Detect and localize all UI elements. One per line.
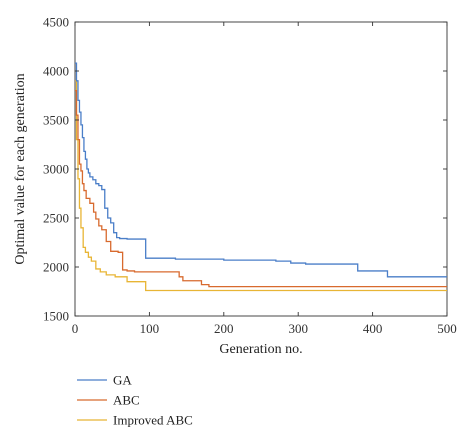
x-tick-label: 400 (363, 321, 383, 336)
plot-area (74, 21, 448, 317)
y-tick-label: 3500 (43, 113, 69, 128)
x-tick-label: 300 (288, 321, 308, 336)
series-line-improved-abc (75, 80, 447, 292)
x-tick-label: 100 (140, 321, 160, 336)
axis-labels: Generation no. Optimal value for each ge… (13, 73, 303, 357)
x-tick-label: 200 (214, 321, 234, 336)
y-tick-label: 1500 (43, 309, 69, 324)
plot-border (74, 21, 448, 317)
y-tick-label: 4500 (43, 15, 69, 30)
x-tick-label: 0 (72, 321, 79, 336)
series-layer (75, 62, 447, 292)
series-line-abc (75, 89, 447, 288)
legend-label-ga: GA (113, 373, 132, 388)
x-tick-label: 500 (437, 321, 457, 336)
y-tick-label: 3000 (43, 162, 69, 177)
series-line-ga (75, 62, 447, 278)
axis-ticks: 0 100 200 300 400 500 1500 2000 2500 3000 3500 4000… (43, 15, 457, 337)
y-tick-label: 2500 (43, 211, 69, 226)
legend: GA ABC Improved ABC (77, 373, 193, 428)
y-tick-label: 4000 (43, 64, 69, 79)
x-axis-label: Generation no. (219, 342, 302, 357)
legend-label-improved-abc: Improved ABC (113, 413, 193, 428)
y-axis-label: Optimal value for each generation (13, 73, 28, 264)
y-tick-label: 2000 (43, 260, 69, 275)
legend-label-abc: ABC (113, 393, 140, 408)
